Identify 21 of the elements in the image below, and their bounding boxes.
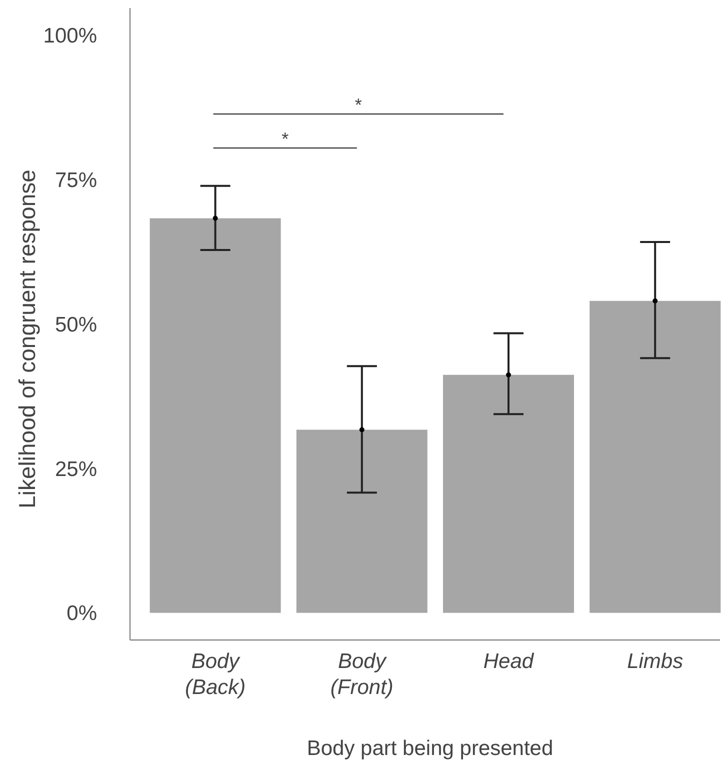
y-tick-label: 25% xyxy=(54,458,97,481)
bar xyxy=(443,374,574,613)
point xyxy=(212,216,218,221)
annotation: * xyxy=(282,129,289,149)
bar xyxy=(150,218,281,613)
y-tick-label: 75% xyxy=(54,168,97,192)
y-axis-title: Likelihood of congruent response xyxy=(14,170,40,508)
x-tick-label: Limbs xyxy=(627,650,684,673)
annotation: * xyxy=(354,95,362,115)
bar xyxy=(296,430,428,613)
point xyxy=(652,298,658,304)
x-tick-label: Body (Front) xyxy=(330,650,394,699)
y-tick-label: 100% xyxy=(43,24,97,48)
x-axis-title: Body part being presented xyxy=(306,737,554,760)
point xyxy=(359,427,364,432)
y-tick-label: 50% xyxy=(54,313,97,336)
x-tick-label: Head xyxy=(483,650,535,673)
y-tick-label: 0% xyxy=(66,602,97,626)
point xyxy=(506,372,511,378)
x-tick-label: Body (Back) xyxy=(184,650,246,699)
bar xyxy=(590,300,721,613)
